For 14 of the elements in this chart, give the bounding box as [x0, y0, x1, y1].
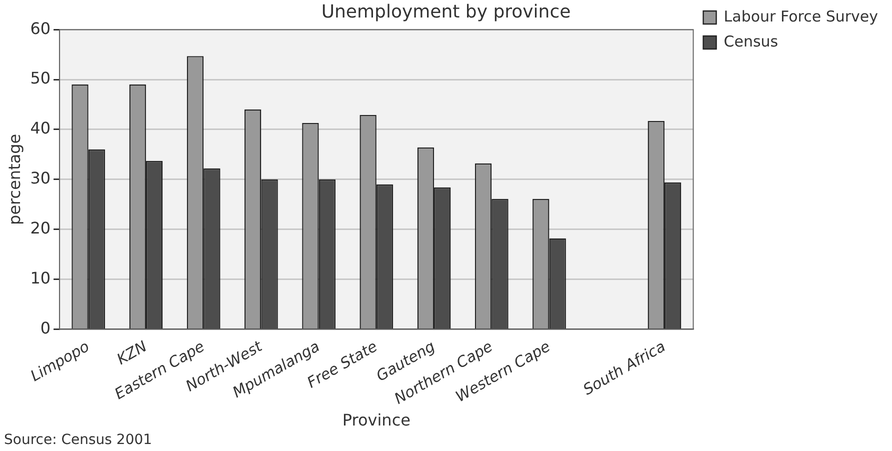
- y-axis-title: percentage: [4, 134, 24, 225]
- legend-label: Census: [724, 32, 778, 50]
- source-note: Source: Census 2001: [4, 432, 152, 448]
- legend-label: Labour Force Survey: [724, 7, 878, 26]
- x-axis-title: Province: [342, 410, 410, 430]
- y-tick-label: 60: [30, 18, 51, 38]
- chart-title: Unemployment by province: [321, 1, 571, 22]
- x-tick-label: KZN: [114, 337, 150, 368]
- y-tick-label: 30: [30, 168, 51, 188]
- y-tick-label: 40: [30, 118, 51, 138]
- y-tick-label: 50: [30, 68, 51, 88]
- y-tick-label: 10: [30, 268, 51, 288]
- y-tick-label: 0: [40, 318, 51, 338]
- y-tick-label: 20: [30, 218, 51, 238]
